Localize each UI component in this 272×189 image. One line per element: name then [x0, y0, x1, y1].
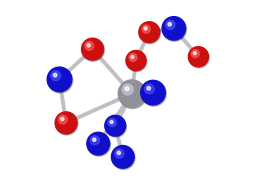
Circle shape [122, 84, 133, 95]
Circle shape [90, 136, 99, 145]
Circle shape [53, 73, 57, 77]
Circle shape [117, 151, 120, 155]
Circle shape [118, 80, 146, 107]
Circle shape [141, 81, 166, 106]
Circle shape [188, 47, 208, 67]
Circle shape [87, 44, 90, 47]
Circle shape [126, 50, 146, 70]
Circle shape [147, 87, 151, 90]
Circle shape [126, 51, 147, 71]
Circle shape [112, 146, 134, 168]
Circle shape [110, 121, 113, 124]
Circle shape [87, 133, 110, 156]
Circle shape [58, 115, 67, 124]
Circle shape [112, 146, 135, 169]
Circle shape [144, 84, 154, 94]
Circle shape [119, 81, 147, 108]
Circle shape [193, 52, 196, 55]
Circle shape [191, 50, 199, 58]
Circle shape [168, 22, 171, 26]
Circle shape [51, 71, 61, 81]
Circle shape [87, 132, 110, 155]
Circle shape [108, 118, 116, 127]
Circle shape [55, 112, 78, 135]
Circle shape [82, 39, 104, 61]
Circle shape [105, 116, 126, 137]
Circle shape [163, 17, 186, 41]
Circle shape [166, 20, 175, 29]
Circle shape [92, 138, 96, 141]
Circle shape [131, 56, 134, 58]
Circle shape [129, 53, 137, 61]
Circle shape [139, 22, 160, 44]
Circle shape [141, 80, 165, 105]
Circle shape [142, 25, 150, 33]
Circle shape [125, 87, 129, 91]
Circle shape [47, 67, 72, 92]
Circle shape [82, 38, 103, 60]
Circle shape [85, 41, 94, 50]
Circle shape [115, 149, 124, 158]
Circle shape [139, 22, 160, 43]
Circle shape [55, 112, 77, 134]
Circle shape [144, 27, 147, 30]
Circle shape [189, 47, 209, 68]
Circle shape [162, 17, 186, 40]
Circle shape [105, 115, 126, 136]
Circle shape [48, 68, 73, 93]
Circle shape [61, 117, 64, 121]
